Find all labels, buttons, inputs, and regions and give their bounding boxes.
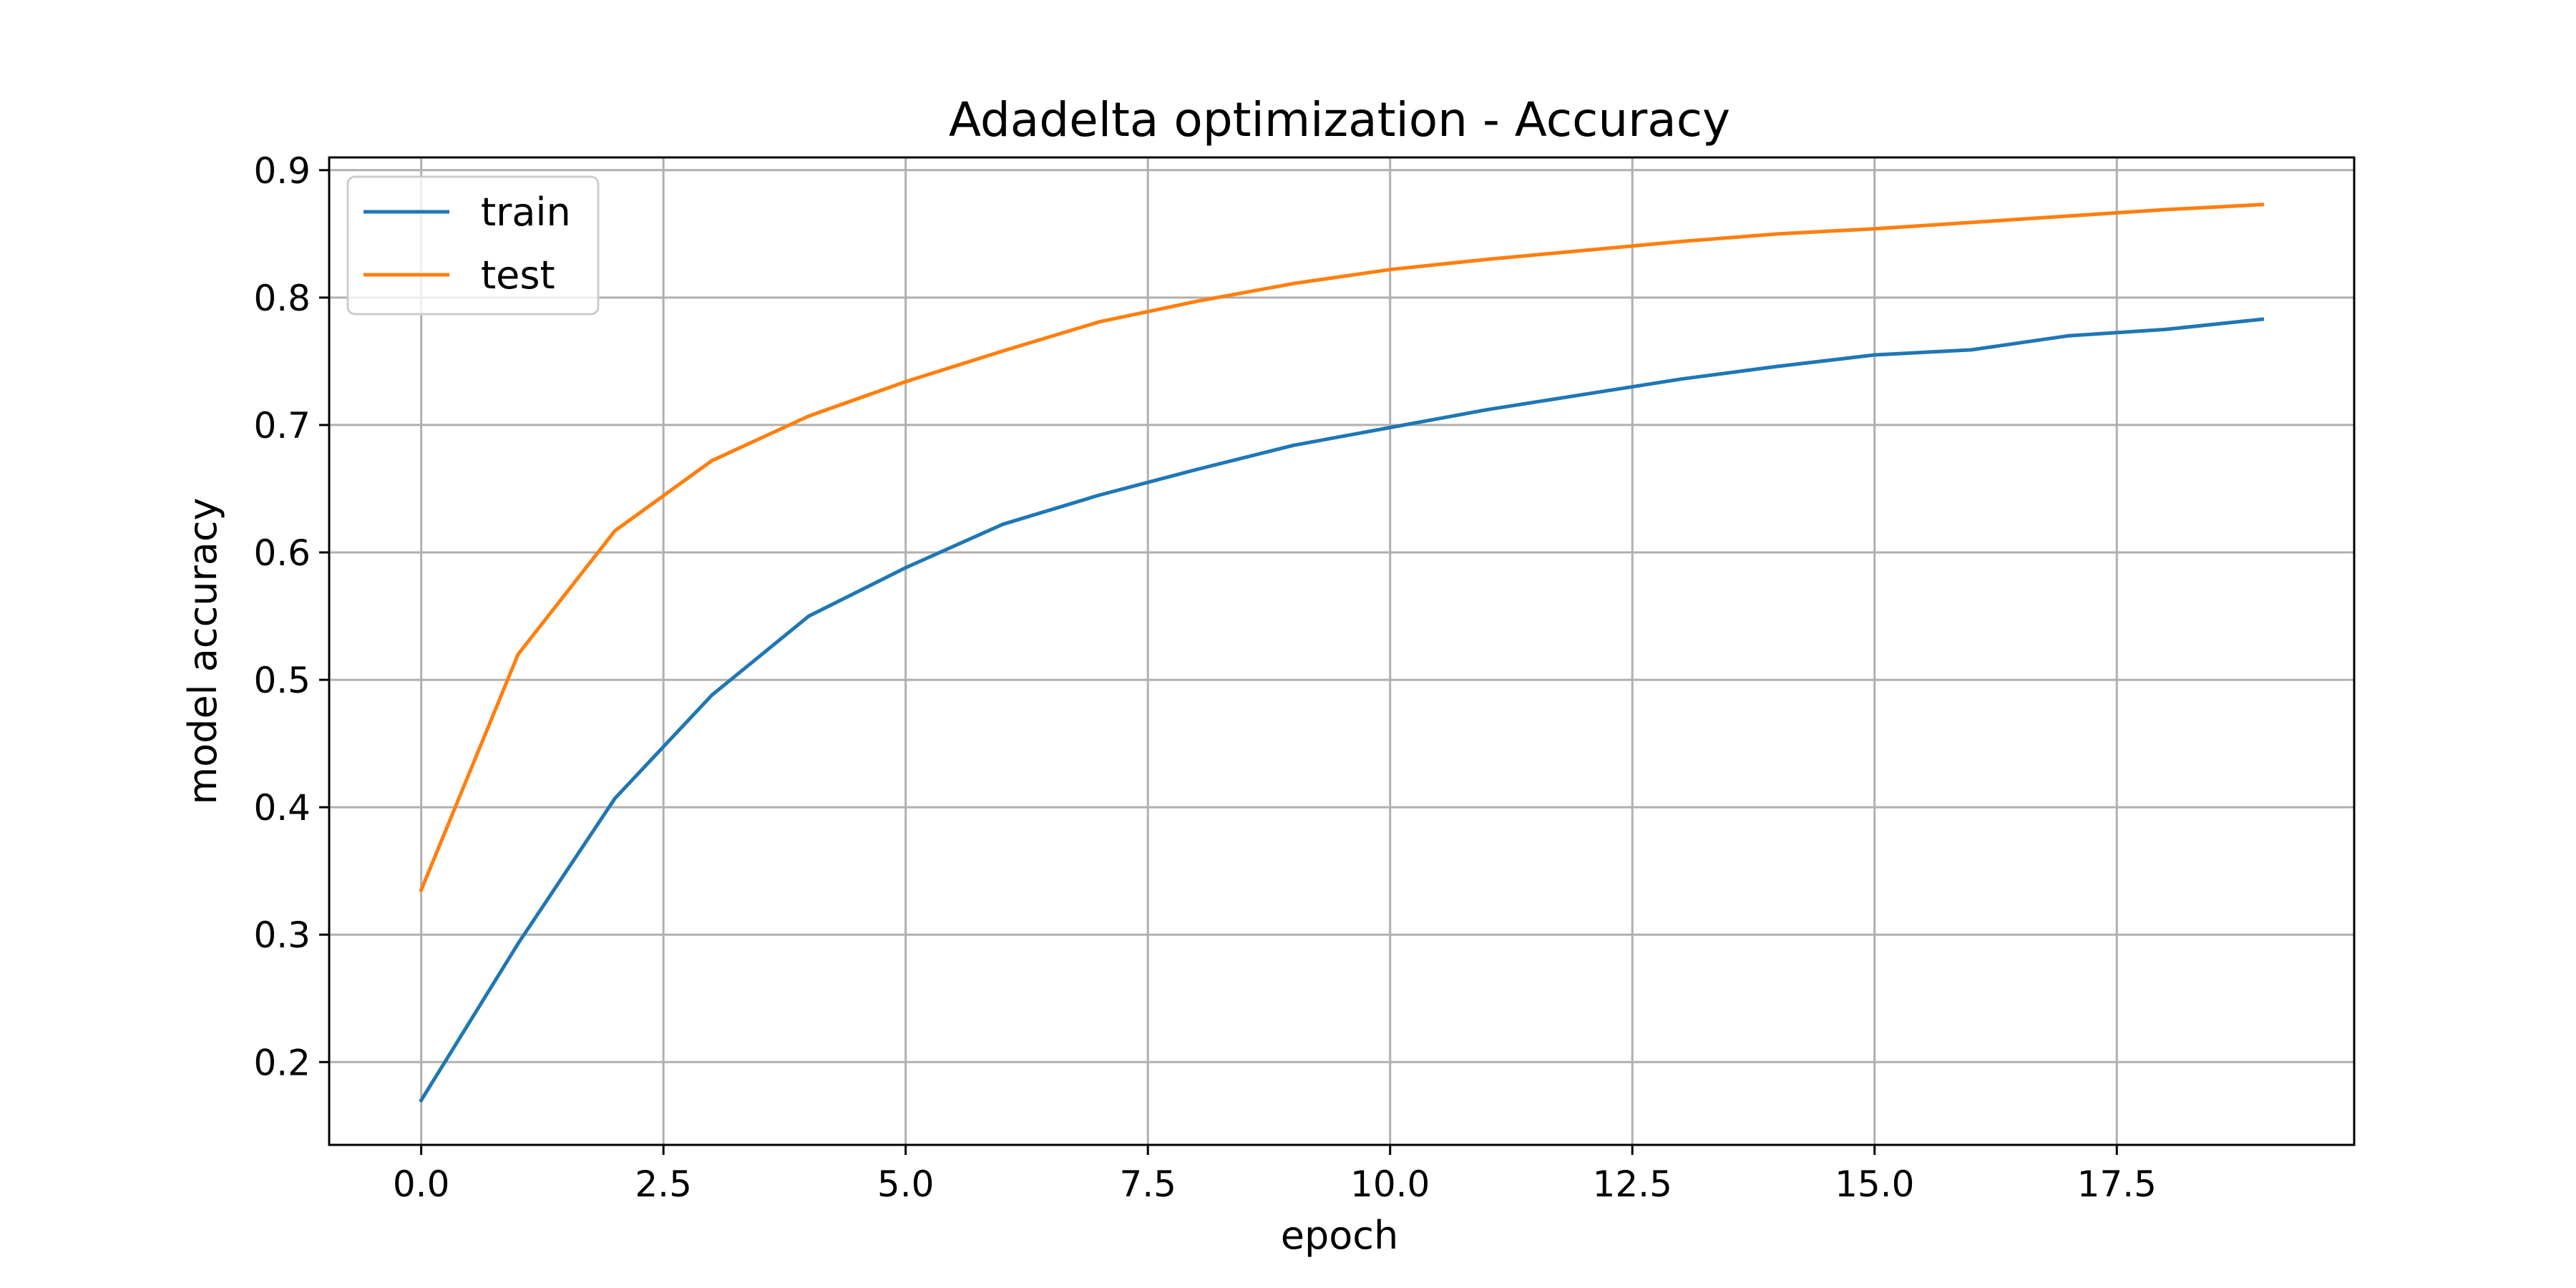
data-point-test: [1969, 220, 1974, 225]
data-point-train: [516, 942, 520, 946]
legend-entries: train test: [364, 190, 571, 298]
data-point-test: [1388, 268, 1392, 272]
data-point-test: [419, 888, 424, 892]
y-tick-label: 0.8: [253, 278, 311, 319]
data-point-train: [1485, 408, 1489, 412]
y-axis-label: model accuracy: [180, 498, 225, 805]
data-point-test: [1485, 257, 1489, 261]
data-point-test: [806, 414, 811, 418]
x-tick-label: 10.0: [1350, 1163, 1430, 1205]
data-point-test: [904, 379, 908, 384]
data-point-train: [2260, 317, 2264, 321]
data-point-test: [2260, 203, 2264, 207]
data-point-test: [710, 459, 714, 463]
data-point-train: [613, 796, 617, 801]
series-layer: [419, 203, 2265, 1103]
plot-frame: [328, 156, 2356, 1146]
data-point-test: [1097, 320, 1101, 324]
data-point-train: [806, 614, 811, 618]
data-point-train: [1291, 443, 1295, 447]
x-axis-label: epoch: [1281, 1213, 1398, 1258]
data-point-train: [1582, 392, 1586, 396]
data-point-train: [710, 693, 714, 697]
y-tick-label: 0.3: [253, 914, 311, 956]
tick-layer: 0.0 2.5 5.0 7.5 10.0 12.5 15.0 17.5 0.2 0.3 0.4 0.5…: [253, 150, 2156, 1205]
y-tick-label: 0.7: [253, 405, 311, 447]
x-tick-label: 17.5: [2077, 1163, 2157, 1205]
grid-layer: [329, 157, 2354, 1145]
y-tick-label: 0.5: [253, 660, 311, 701]
data-point-train: [1000, 522, 1005, 527]
y-tick-label: 0.4: [253, 787, 311, 829]
legend-label-train: train: [481, 190, 571, 235]
data-point-test: [613, 529, 617, 533]
data-point-test: [1291, 281, 1295, 286]
legend-label-test: test: [481, 253, 555, 298]
data-point-train: [2067, 333, 2071, 338]
data-point-test: [1000, 349, 1005, 353]
y-tick-label: 0.2: [253, 1042, 311, 1083]
x-tick-label: 5.0: [877, 1163, 935, 1205]
chart-title: Adadelta optimization - Accuracy: [949, 92, 1730, 147]
data-point-train: [1388, 425, 1392, 429]
data-point-test: [1679, 240, 1683, 244]
data-point-test: [1582, 248, 1586, 253]
data-point-test: [2163, 208, 2167, 212]
data-point-train: [1873, 353, 1877, 357]
x-tick-label: 15.0: [1835, 1163, 1914, 1205]
data-point-test: [1194, 299, 1199, 303]
y-tick-label: 0.6: [253, 532, 311, 574]
data-point-train: [1097, 493, 1101, 497]
x-tick-label: 7.5: [1119, 1163, 1176, 1205]
data-point-train: [2163, 327, 2167, 331]
data-point-train: [1775, 364, 1780, 369]
y-tick-label: 0.9: [253, 150, 311, 192]
x-tick-label: 2.5: [635, 1163, 692, 1205]
data-point-test: [516, 652, 520, 656]
data-point-train: [1679, 377, 1683, 381]
x-tick-label: 12.5: [1593, 1163, 1672, 1205]
data-point-test: [1775, 232, 1780, 236]
x-tick-label: 0.0: [393, 1163, 450, 1205]
data-point-train: [1969, 348, 1974, 352]
data-point-train: [904, 565, 908, 570]
data-point-train: [419, 1098, 424, 1103]
series-line-test: [419, 203, 2264, 893]
chart-legend: train test: [346, 175, 600, 316]
series-line-train: [419, 317, 2265, 1103]
data-point-train: [1194, 467, 1199, 472]
data-point-test: [2067, 214, 2071, 218]
data-point-test: [1873, 227, 1877, 231]
